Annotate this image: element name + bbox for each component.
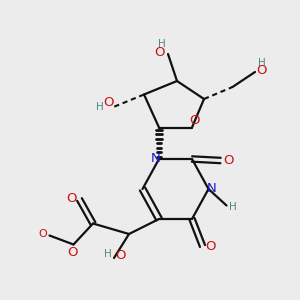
Text: N: N	[207, 182, 217, 196]
Text: O: O	[67, 246, 77, 260]
Text: H: H	[103, 249, 111, 260]
Text: O: O	[116, 249, 126, 262]
Text: O: O	[205, 239, 215, 253]
Text: O: O	[103, 96, 113, 109]
Text: H: H	[158, 39, 165, 50]
Text: H: H	[258, 58, 266, 68]
Text: O: O	[189, 113, 200, 127]
Text: O: O	[66, 192, 76, 206]
Text: N: N	[151, 152, 160, 166]
Text: H: H	[96, 101, 104, 112]
Text: O: O	[154, 46, 165, 59]
Text: H: H	[229, 202, 237, 212]
Text: O: O	[38, 229, 47, 239]
Text: O: O	[256, 64, 267, 77]
Text: O: O	[223, 154, 233, 167]
